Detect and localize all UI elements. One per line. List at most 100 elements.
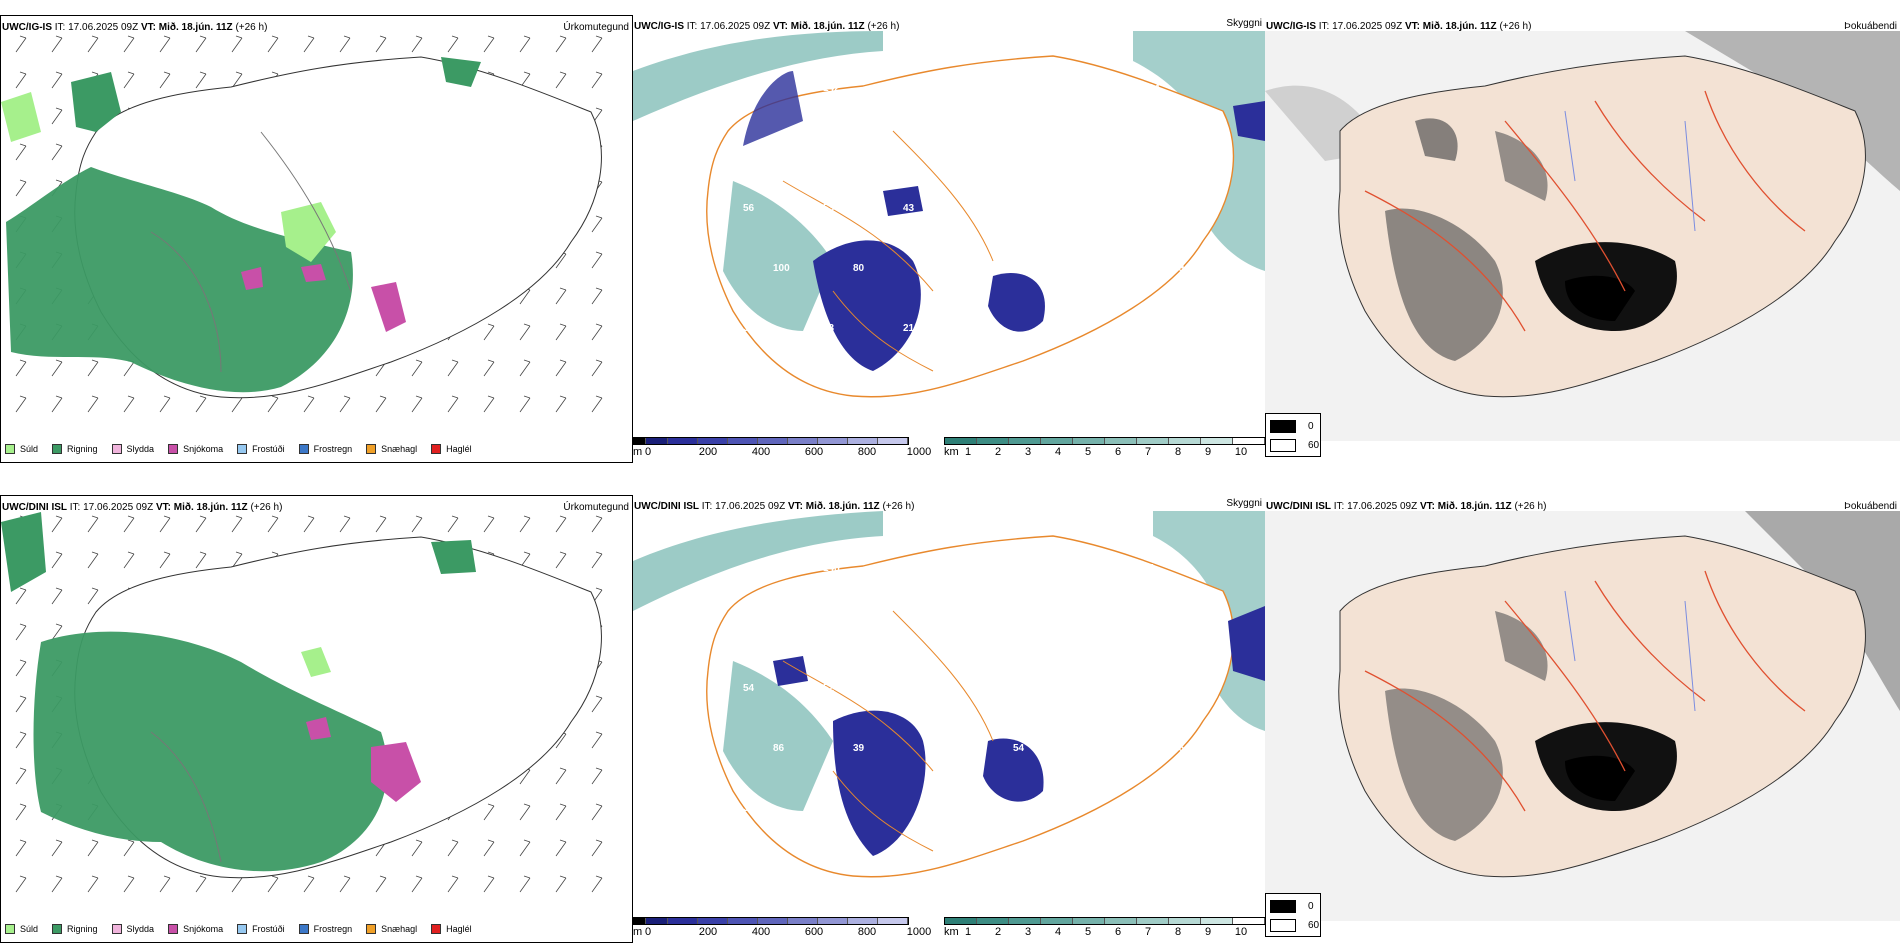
panel-title: UWC/IG-IS IT: 17.06.2025 09Z VT: Mið. 18… (2, 22, 268, 33)
cloud-value-label: 58 (983, 323, 995, 334)
cloud-value-label: 142 (823, 83, 840, 94)
wind-barb (15, 587, 27, 605)
panel-type-label: Úrkomutegund (563, 22, 629, 33)
wind-barb (51, 71, 63, 89)
wind-barb (195, 551, 207, 569)
colorbar-unit: m (633, 446, 643, 458)
wind-barb (591, 359, 603, 377)
legend-swatch (52, 924, 63, 934)
wind-barb (51, 551, 63, 569)
cloud-value-label: 40 (983, 203, 995, 214)
cloud-panel-row2: UWC/DINI ISL IT: 17.06.2025 09Z VT: Mið.… (633, 495, 1265, 943)
legend-item: Frostregn (298, 924, 352, 934)
cloud-value-label: 28 (773, 383, 785, 394)
cloud-panel-row1: UWC/IG-IS IT: 17.06.2025 09Z VT: Mið. 18… (633, 15, 1265, 463)
cloud-value-label: 39 (1173, 263, 1185, 274)
legend-swatch (431, 924, 442, 934)
wind-barb (51, 587, 63, 605)
wind-barb (123, 875, 135, 893)
legend-swatch (237, 444, 248, 454)
wind-barb (555, 803, 567, 821)
wind-barb (375, 515, 387, 533)
cloud-map: -635 142 90 59 118 104 68 113 73 60 30 84 56 53 43 40 49… (633, 31, 1265, 398)
cloud-value-label: 45 (1013, 263, 1025, 274)
wind-barb (339, 515, 351, 533)
precip-map (1, 512, 603, 893)
wind-barb (483, 875, 495, 893)
wind-barb (519, 395, 531, 413)
wind-barb (483, 35, 495, 53)
legend-item: Snæhagl (366, 444, 417, 454)
wind-barb (591, 803, 603, 821)
wind-barb (195, 71, 207, 89)
wind-barb (15, 803, 27, 821)
cloud-value-label: 53 (1093, 263, 1105, 274)
cloud-value-label: 433 (933, 743, 950, 754)
wind-barb (303, 515, 315, 533)
wind-barb (591, 875, 603, 893)
legend-swatch (111, 924, 122, 934)
panel-title: UWC/IG-IS IT: 17.06.2025 09Z VT: Mið. 18… (1266, 21, 1532, 32)
legend-swatch (168, 444, 179, 454)
cloud-value-label: 385 (983, 563, 1000, 574)
wind-barb (267, 395, 279, 413)
wind-barb (591, 731, 603, 749)
legend-swatch (298, 924, 309, 934)
wind-barb (51, 107, 63, 125)
legend-item: Rigning (52, 444, 98, 454)
fog-shade-legend: 0 60 (1265, 893, 1321, 937)
wind-barb (159, 395, 171, 413)
visibility-colorbar: km 1 2 3 4 5 6 7 8 9 10 (944, 917, 1266, 938)
cloud-value-label: 484 (853, 383, 870, 394)
cloud-value-label: 21 (903, 323, 915, 334)
wind-barb (87, 551, 99, 569)
colorbar-unit: m (633, 926, 643, 938)
wind-barb (591, 695, 603, 713)
wind-barb (375, 395, 387, 413)
wind-barb (15, 179, 27, 197)
cloud-value-labels: -635 142 90 59 118 104 68 113 73 60 30 84 56 53 43 40 49… (743, 83, 1185, 394)
fog-map (1265, 511, 1900, 921)
cloud-value-label: 80 (853, 263, 865, 274)
wind-barb (447, 839, 459, 857)
wind-barb (87, 839, 99, 857)
cloud-base-colorbar: m 0 200 400 600 800 1000 (633, 917, 938, 938)
wind-barb (555, 839, 567, 857)
cloud-value-label: 84 (1143, 563, 1155, 574)
wind-barb (267, 875, 279, 893)
wind-barb (555, 395, 567, 413)
legend-item: Súld (5, 444, 38, 454)
wind-barb (87, 515, 99, 533)
legend-item: Rigning (52, 924, 98, 934)
legend-item: Frostúði (237, 444, 285, 454)
precip-legend: Súld Rigning Slydda Snjókoma Frostúði Fr… (5, 444, 472, 454)
cloud-value-label: 95 (983, 683, 995, 694)
wind-barb (591, 395, 603, 413)
wind-barb (519, 323, 531, 341)
precip-panel-row1: UWC/IG-IS IT: 17.06.2025 09Z VT: Mið. 18… (0, 15, 633, 463)
wind-barb (51, 143, 63, 161)
cloud-value-label: 53 (823, 203, 835, 214)
fog-map (1265, 31, 1900, 441)
wind-barb (519, 515, 531, 533)
wind-barb (15, 731, 27, 749)
wind-barb (483, 515, 495, 533)
wind-barb (447, 515, 459, 533)
wind-barb (87, 587, 99, 605)
wind-barb (15, 659, 27, 677)
wind-barb (591, 287, 603, 305)
legend-swatch (5, 444, 15, 454)
wind-barb (519, 803, 531, 821)
cloud-value-label: 72 (1143, 683, 1155, 694)
wind-barb (483, 839, 495, 857)
wind-barb (591, 323, 603, 341)
wind-barb (231, 875, 243, 893)
cloud-value-label: 42 (933, 623, 945, 634)
wind-barb (555, 515, 567, 533)
wind-barb (123, 71, 135, 89)
cloud-value-label: 30 (1093, 143, 1105, 154)
cloud-value-label: 116 (1143, 203, 1160, 214)
wind-barb (159, 35, 171, 53)
cloud-value-label: 39 (743, 323, 755, 334)
legend-item: Haglél (431, 924, 472, 934)
